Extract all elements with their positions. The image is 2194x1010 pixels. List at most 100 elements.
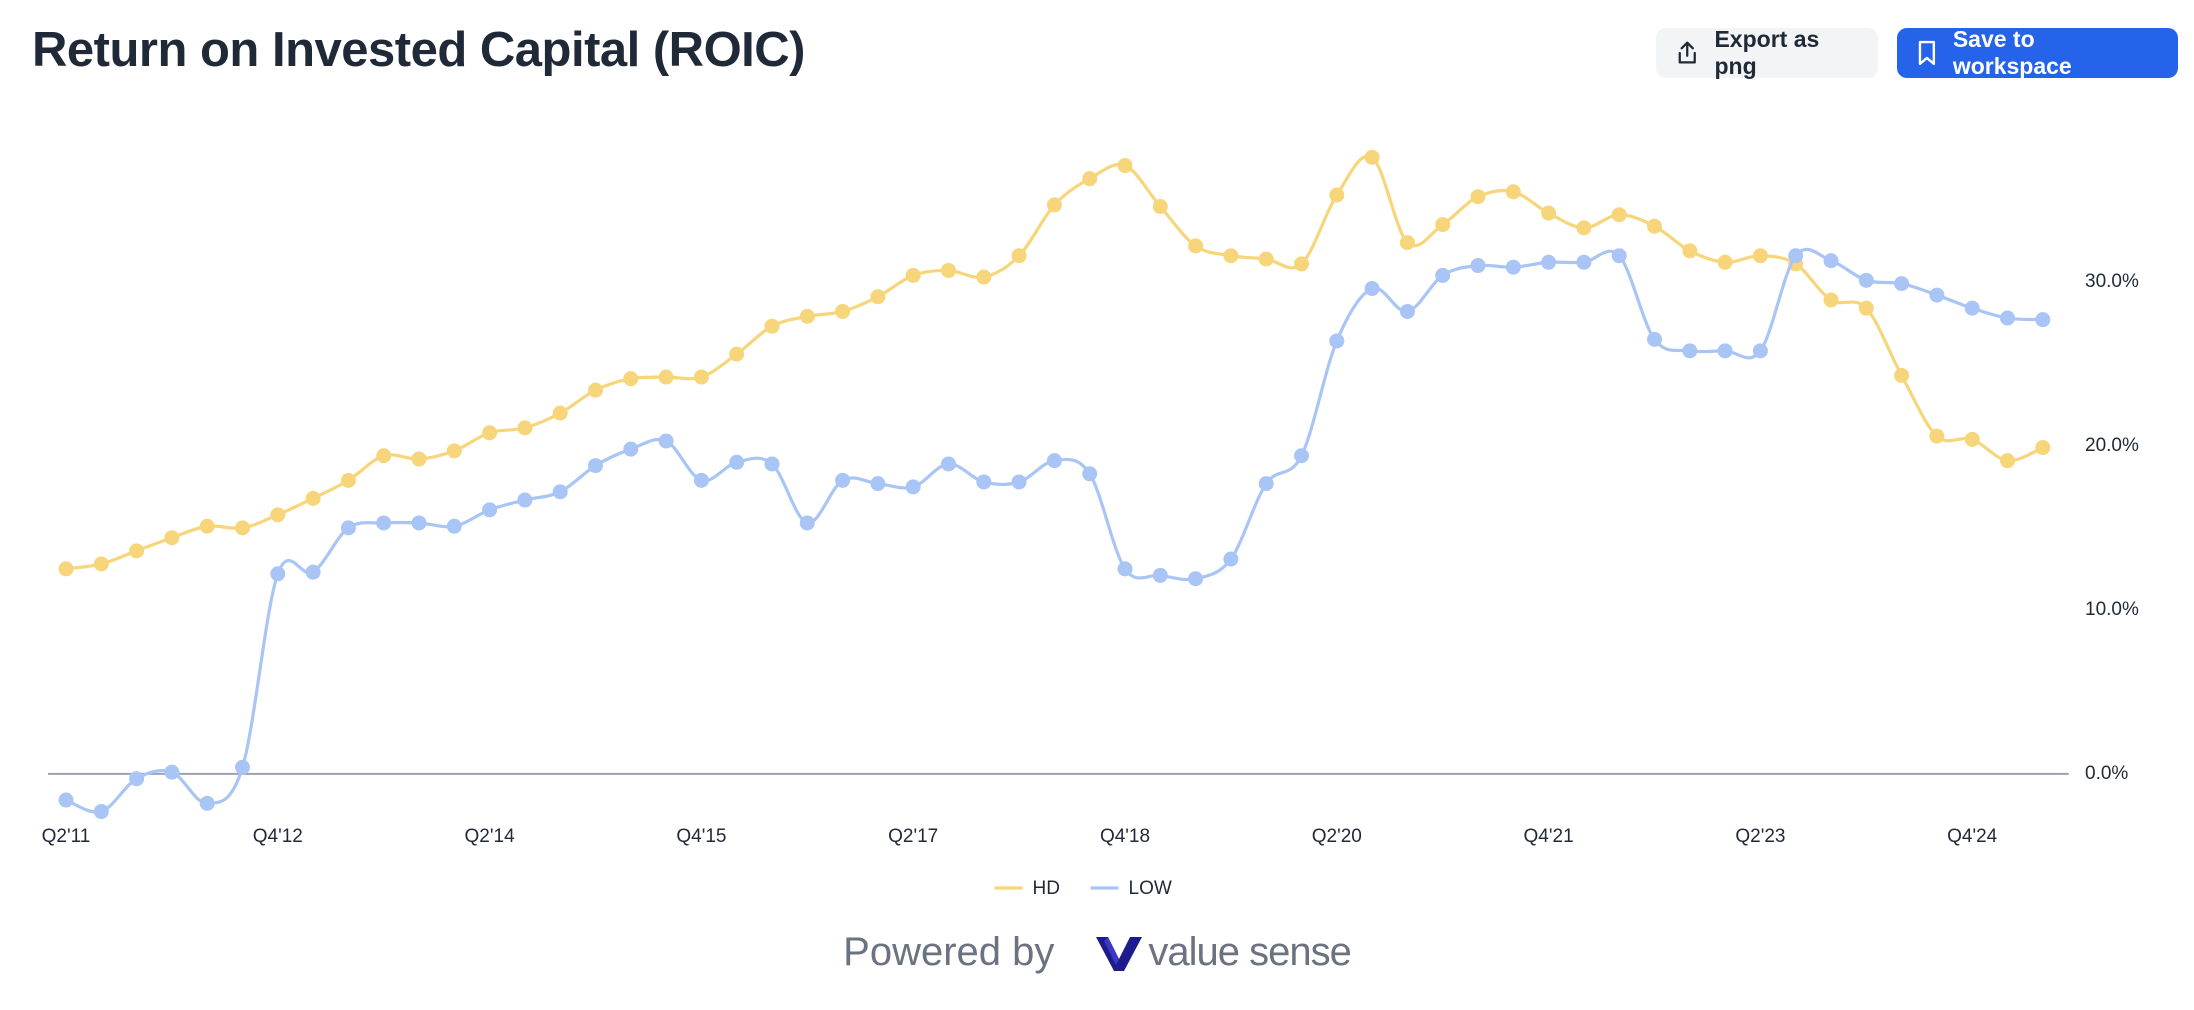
point	[870, 476, 886, 492]
point	[1647, 218, 1662, 234]
point	[2000, 453, 2015, 469]
save-button[interactable]: Save to workspace	[1897, 26, 2178, 79]
point	[1152, 567, 1168, 583]
point	[905, 267, 921, 283]
point	[340, 520, 356, 536]
point	[93, 556, 109, 572]
point	[411, 451, 427, 467]
point	[58, 561, 74, 577]
point	[1223, 551, 1239, 567]
point	[446, 518, 462, 534]
point	[693, 369, 709, 385]
point	[164, 530, 180, 546]
point	[552, 405, 568, 421]
bookmark-icon	[1918, 40, 1936, 66]
point	[976, 269, 992, 285]
point	[1188, 238, 1204, 254]
point	[1717, 254, 1733, 270]
point	[1611, 248, 1627, 264]
point	[658, 433, 674, 449]
export-icon	[1678, 41, 1696, 64]
page-title: Return on Invested Capital (ROIC)	[32, 23, 806, 77]
point	[1611, 207, 1627, 223]
point	[941, 262, 956, 278]
point	[1858, 272, 1874, 288]
point	[164, 764, 180, 780]
point	[199, 518, 215, 534]
series-low	[58, 247, 2051, 820]
point	[1505, 259, 1521, 275]
point	[58, 792, 74, 808]
point	[1364, 281, 1380, 297]
point	[1576, 254, 1592, 270]
series-hd	[58, 149, 2051, 577]
x-tick-label: Q2'23	[1735, 826, 1785, 847]
x-tick-label: Q4'18	[1100, 826, 1150, 847]
x-tick-label: Q4'21	[1524, 826, 1574, 847]
point	[1223, 248, 1239, 264]
point	[764, 318, 780, 334]
x-tick-label: Q4'12	[253, 826, 303, 847]
point	[1294, 256, 1309, 272]
point	[799, 308, 815, 324]
point	[1823, 253, 1839, 269]
export-label: Export as png	[1714, 26, 1820, 79]
point	[1894, 276, 1910, 292]
point	[623, 371, 639, 387]
point	[729, 346, 745, 362]
point	[1435, 267, 1451, 283]
point	[1046, 197, 1062, 213]
point	[1929, 287, 1945, 303]
point	[1894, 367, 1910, 383]
point	[376, 515, 392, 531]
point	[552, 484, 568, 500]
point	[623, 441, 639, 457]
point	[1752, 248, 1768, 264]
point	[482, 502, 498, 518]
point	[976, 474, 992, 490]
point	[870, 289, 886, 305]
point	[270, 507, 286, 523]
point	[411, 515, 427, 531]
point	[1470, 189, 1486, 205]
point	[1541, 254, 1557, 270]
point	[1823, 292, 1839, 308]
point	[1717, 343, 1733, 359]
export-button[interactable]: Export as png	[1656, 26, 1878, 79]
y-tick-label: 30.0%	[2085, 271, 2139, 292]
point	[1082, 466, 1098, 482]
powered-by: Powered by	[843, 930, 1055, 974]
point	[235, 520, 250, 536]
x-tick-label: Q2'14	[465, 826, 516, 847]
point	[1682, 243, 1698, 259]
point	[1329, 333, 1345, 349]
point	[1082, 171, 1098, 187]
point	[1576, 220, 1592, 236]
point	[1964, 300, 1980, 316]
point	[1929, 428, 1945, 444]
point	[376, 448, 392, 464]
point	[1117, 158, 1133, 174]
point	[1364, 149, 1380, 165]
point	[588, 382, 603, 398]
point	[588, 458, 603, 474]
point	[1011, 474, 1027, 490]
point	[799, 515, 815, 531]
x-tick-label: Q2'17	[888, 826, 938, 847]
point	[1011, 248, 1027, 264]
footer: Powered by value sense	[0, 930, 2194, 975]
point	[1682, 343, 1698, 359]
x-tick-label: Q4'24	[1947, 826, 1998, 847]
point	[1647, 331, 1662, 347]
point	[305, 490, 321, 506]
point	[446, 443, 462, 459]
legend-label: LOW	[1129, 878, 1172, 899]
point	[517, 420, 533, 436]
x-tick-label: Q4'15	[676, 826, 726, 847]
point	[129, 771, 145, 787]
point	[1399, 235, 1415, 251]
point	[1329, 187, 1345, 203]
x-tick-label: Q2'11	[42, 826, 91, 847]
line	[65, 247, 2043, 814]
